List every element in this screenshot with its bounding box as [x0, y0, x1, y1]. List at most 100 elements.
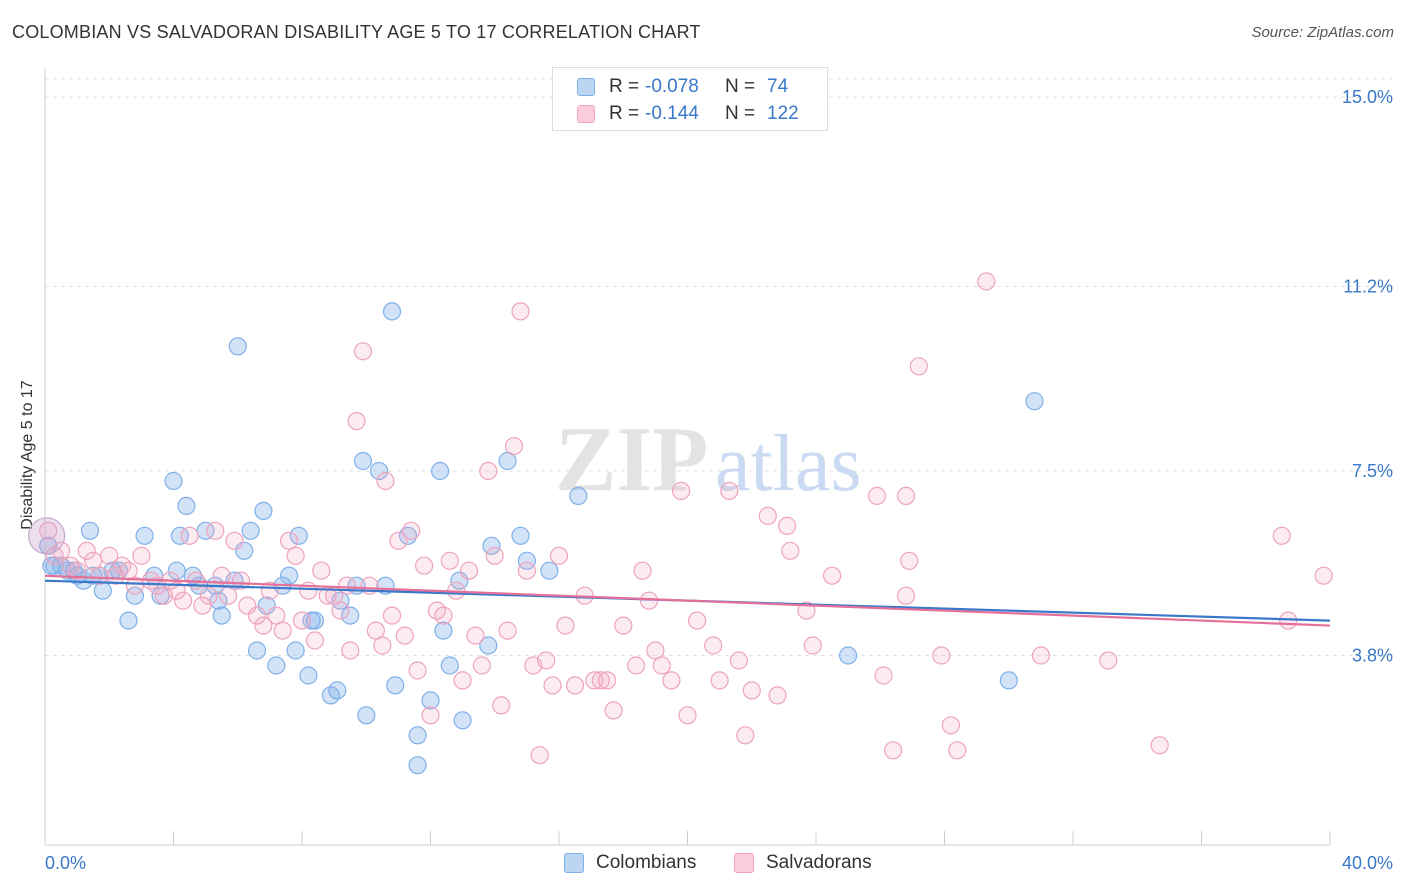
point-salvadorans [662, 671, 681, 690]
point-salvadorans [492, 696, 511, 715]
point-salvadorans [472, 656, 491, 675]
y-tick-label: 15.0% [1342, 87, 1393, 107]
point-salvadorans [132, 546, 151, 565]
point-salvadorans [543, 676, 562, 695]
trend-line-salvadorans [44, 574, 1331, 627]
point-colombians [289, 526, 308, 545]
point-colombians [540, 561, 559, 580]
point-salvadorans [1314, 566, 1333, 585]
point-salvadorans [453, 671, 472, 690]
point-salvadorans [742, 681, 761, 700]
point-salvadorans [51, 541, 71, 560]
point-colombians [408, 726, 427, 745]
legend-item-colombians[interactable]: Colombians [564, 852, 696, 874]
point-salvadorans [941, 716, 961, 735]
point-colombians [254, 501, 273, 520]
y-tick-label: 3.8% [1352, 646, 1393, 666]
point-colombians [453, 711, 472, 730]
point-salvadorans [900, 551, 919, 570]
point-salvadorans [260, 581, 279, 600]
point-salvadorans [1150, 736, 1169, 755]
point-salvadorans [466, 626, 485, 645]
point-salvadorans [678, 706, 697, 725]
point-colombians [569, 486, 588, 505]
point-salvadorans [312, 561, 331, 580]
point-salvadorans [341, 641, 360, 660]
point-colombians [1025, 392, 1044, 411]
point-salvadorans [219, 586, 238, 605]
point-salvadorans [193, 596, 212, 615]
legend-item-salvadorans[interactable]: Salvadorans [734, 852, 872, 874]
x-tick-label-min: 0.0% [45, 853, 86, 873]
point-colombians [135, 526, 154, 545]
point-salvadorans [652, 656, 671, 675]
point-salvadorans [273, 621, 292, 640]
trend-lines [44, 574, 1331, 627]
point-salvadorans [687, 611, 707, 630]
point-salvadorans [337, 576, 357, 595]
chart-title: COLOMBIAN VS SALVADORAN DISABILITY AGE 5… [12, 22, 701, 42]
watermark-zip: ZIP [555, 408, 708, 510]
point-salvadorans [1031, 646, 1051, 665]
point-colombians [45, 556, 64, 575]
point-salvadorans [459, 561, 479, 580]
x-tick-label-max: 40.0% [1342, 853, 1393, 873]
point-salvadorans [100, 546, 119, 565]
point-salvadorans [867, 486, 887, 505]
point-salvadorans [421, 706, 440, 725]
point-colombians [386, 676, 405, 695]
point-salvadorans [286, 546, 305, 565]
point-salvadorans [395, 626, 414, 645]
legend-row-colombians: R = -0.078 N = 74 [577, 76, 788, 98]
point-salvadorans [77, 541, 96, 560]
point-salvadorans [626, 656, 646, 675]
swatch-colombians [564, 853, 584, 873]
point-colombians [382, 302, 402, 321]
legend-label-colombians: Colombians [596, 852, 697, 873]
point-salvadorans [729, 651, 749, 670]
point-colombians [305, 611, 324, 630]
legend-r-value: -0.144 [645, 103, 699, 124]
point-salvadorans [511, 302, 530, 321]
point-salvadorans [331, 601, 350, 620]
point-colombians [421, 691, 440, 710]
point-salvadorans [212, 566, 231, 585]
point-salvadorans [549, 546, 569, 565]
point-colombians [357, 706, 376, 725]
point-colombians [440, 656, 459, 675]
point-colombians [482, 536, 501, 555]
correlation-legend: R = -0.078 N = 74 R = -0.144 N = 122 [552, 67, 828, 131]
y-tick-label: 7.5% [1352, 461, 1393, 481]
point-colombians [408, 756, 427, 775]
point-salvadorans [408, 661, 427, 680]
point-salvadorans [434, 606, 453, 625]
source-label: Source: ZipAtlas.com [1251, 24, 1394, 41]
point-salvadorans [874, 666, 893, 685]
point-colombians [398, 526, 418, 545]
point-salvadorans [883, 741, 903, 760]
point-colombians [241, 521, 260, 540]
point-colombians [247, 641, 267, 660]
legend-n-label: N = [725, 103, 756, 124]
point-colombians [479, 636, 498, 655]
point-salvadorans [280, 531, 299, 550]
point-salvadorans [710, 671, 729, 690]
point-salvadorans [174, 591, 193, 610]
point-salvadorans [479, 461, 498, 481]
point-salvadorans [90, 566, 109, 585]
point-salvadorans [768, 686, 787, 705]
point-colombians [164, 471, 183, 491]
point-salvadorans [537, 651, 556, 670]
point-salvadorans [614, 616, 633, 635]
point-salvadorans [1272, 526, 1291, 545]
point-salvadorans [604, 701, 623, 720]
point-salvadorans [1099, 651, 1118, 670]
point-salvadorans [199, 586, 218, 605]
point-salvadorans [1279, 611, 1298, 630]
point-colombians [228, 337, 247, 356]
point-salvadorans [382, 606, 402, 625]
watermark-atlas: atlas [715, 420, 862, 508]
point-salvadorans [896, 586, 916, 605]
point-salvadorans [247, 606, 267, 625]
point-salvadorans [948, 741, 967, 760]
